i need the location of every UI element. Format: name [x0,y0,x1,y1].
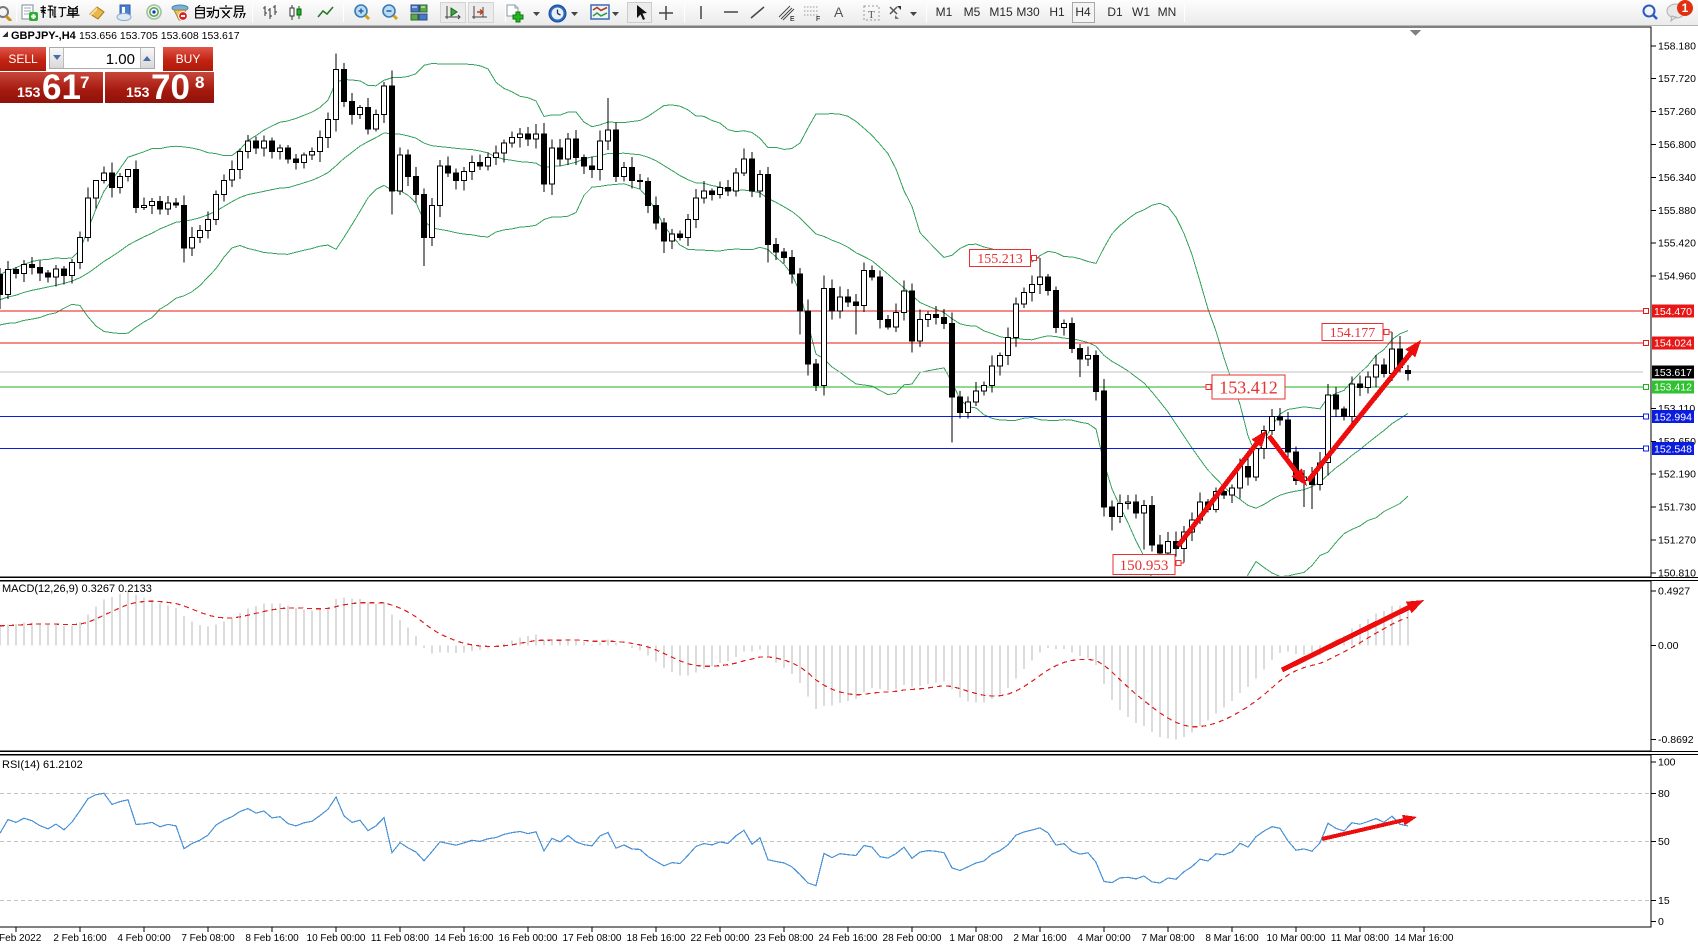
svg-text:152.190: 152.190 [1658,469,1696,481]
svg-text:T: T [868,9,875,21]
svg-text:-0.8692: -0.8692 [1658,734,1694,746]
svg-text:153.412: 153.412 [1654,382,1692,394]
svg-text:157.260: 157.260 [1658,106,1696,118]
svg-text:50: 50 [1658,836,1670,848]
svg-text:1 Mar 08:00: 1 Mar 08:00 [949,933,1003,944]
svg-text:1 Feb 2022: 1 Feb 2022 [0,933,42,944]
svg-text:11 Feb 08:00: 11 Feb 08:00 [371,933,430,944]
svg-text:151.270: 151.270 [1658,535,1696,547]
svg-text:GBPJPY-,H4: GBPJPY-,H4 [11,30,77,42]
svg-text:152.548: 152.548 [1654,443,1692,455]
svg-text:16 Feb 00:00: 16 Feb 00:00 [499,933,558,944]
svg-text:17 Feb 08:00: 17 Feb 08:00 [563,933,622,944]
svg-text:154.960: 154.960 [1658,271,1696,283]
svg-text:7 Mar 08:00: 7 Mar 08:00 [1141,933,1195,944]
svg-text:28 Feb 00:00: 28 Feb 00:00 [883,933,942,944]
svg-text:2 Mar 16:00: 2 Mar 16:00 [1013,933,1067,944]
svg-text:156.340: 156.340 [1658,172,1696,184]
svg-text:154.177: 154.177 [1330,326,1376,341]
svg-text:155.213: 155.213 [977,252,1023,267]
svg-text:154.024: 154.024 [1654,338,1692,350]
svg-text:24 Feb 16:00: 24 Feb 16:00 [819,933,878,944]
svg-text:MACD(12,26,9) 0.3267 0.2133: MACD(12,26,9) 0.3267 0.2133 [2,583,152,595]
svg-text:23 Feb 08:00: 23 Feb 08:00 [755,933,814,944]
svg-text:4 Mar 00:00: 4 Mar 00:00 [1077,933,1131,944]
svg-text:2 Feb 16:00: 2 Feb 16:00 [53,933,107,944]
svg-text:1: 1 [1682,1,1689,15]
svg-text:153.656 153.705 153.608 153.61: 153.656 153.705 153.608 153.617 [79,30,240,42]
svg-text:10 Feb 00:00: 10 Feb 00:00 [307,933,366,944]
svg-text:152.994: 152.994 [1654,411,1692,423]
svg-text:4 Feb 00:00: 4 Feb 00:00 [117,933,171,944]
svg-text:153.412: 153.412 [1219,378,1278,398]
svg-text:156.800: 156.800 [1658,139,1696,151]
svg-text:150.953: 150.953 [1120,558,1169,574]
svg-text:80: 80 [1658,788,1670,800]
svg-text:14 Mar 16:00: 14 Mar 16:00 [1395,933,1454,944]
svg-text:0: 0 [1658,916,1664,928]
svg-text:150.810: 150.810 [1658,567,1696,579]
svg-text:15: 15 [1658,895,1670,907]
svg-text:153.617: 153.617 [1654,367,1692,379]
svg-text:11 Mar 08:00: 11 Mar 08:00 [1331,933,1390,944]
svg-text:RSI(14) 61.2102: RSI(14) 61.2102 [2,759,83,771]
svg-text:E: E [790,16,795,22]
svg-text:7 Feb 08:00: 7 Feb 08:00 [181,933,235,944]
svg-text:18 Feb 16:00: 18 Feb 16:00 [627,933,686,944]
svg-text:22 Feb 00:00: 22 Feb 00:00 [691,933,750,944]
svg-text:155.880: 155.880 [1658,205,1696,217]
svg-text:0.4927: 0.4927 [1658,586,1690,598]
svg-text:154.470: 154.470 [1654,306,1692,318]
svg-text:157.720: 157.720 [1658,73,1696,85]
svg-text:8 Mar 16:00: 8 Mar 16:00 [1205,933,1259,944]
svg-text:F: F [816,16,820,22]
svg-text:100: 100 [1658,756,1676,768]
svg-text:8 Feb 16:00: 8 Feb 16:00 [245,933,299,944]
svg-text:151.730: 151.730 [1658,502,1696,514]
svg-text:155.420: 155.420 [1658,238,1696,250]
svg-text:0.00: 0.00 [1658,640,1679,652]
svg-text:10 Mar 00:00: 10 Mar 00:00 [1267,933,1326,944]
svg-text:158.180: 158.180 [1658,40,1696,52]
svg-text:14 Feb 16:00: 14 Feb 16:00 [435,933,494,944]
